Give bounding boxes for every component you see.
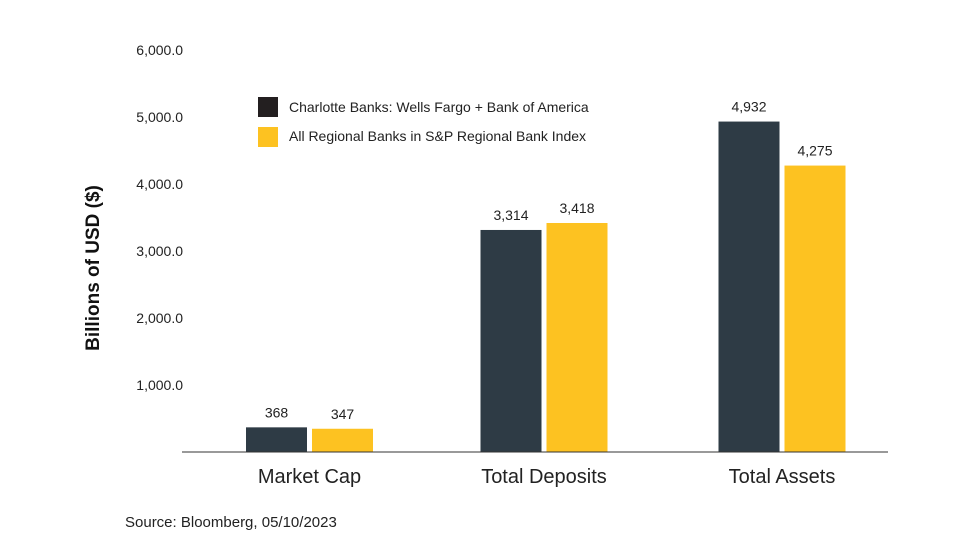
legend-label-charlotte: Charlotte Banks: Wells Fargo + Bank of A… bbox=[289, 99, 589, 115]
bar bbox=[312, 428, 373, 452]
data-label: 3,418 bbox=[559, 200, 594, 216]
legend-swatch-charlotte bbox=[258, 97, 278, 117]
y-tick-label: 5,000.0 bbox=[136, 109, 183, 125]
source-note: Source: Bloomberg, 05/10/2023 bbox=[125, 514, 337, 531]
y-tick-label: 2,000.0 bbox=[136, 310, 183, 326]
y-axis-label: Billions of USD ($) bbox=[83, 185, 104, 351]
y-axis-ticks: 1,000.0 2,000.0 3,000.0 4,000.0 5,000.0 6,000… bbox=[136, 42, 183, 393]
data-label: 4,932 bbox=[731, 99, 766, 115]
x-category-label: Market Cap bbox=[258, 466, 361, 488]
bar bbox=[546, 222, 608, 452]
legend-swatch-regional bbox=[258, 127, 278, 147]
data-label: 4,275 bbox=[797, 143, 832, 159]
y-tick-label: 3,000.0 bbox=[136, 243, 183, 259]
x-category-label: Total Assets bbox=[729, 466, 836, 488]
y-tick-label: 6,000.0 bbox=[136, 42, 183, 58]
x-category-label: Total Deposits bbox=[481, 466, 607, 488]
bar bbox=[480, 229, 542, 452]
data-label: 368 bbox=[265, 404, 289, 420]
legend-label-regional: All Regional Banks in S&P Regional Bank … bbox=[289, 128, 586, 144]
category-labels: Market Cap Total Deposits Total Assets bbox=[258, 466, 836, 488]
bar bbox=[246, 427, 307, 452]
bar bbox=[784, 165, 846, 452]
data-label: 3,314 bbox=[493, 207, 528, 223]
data-label: 347 bbox=[331, 406, 355, 422]
y-tick-label: 4,000.0 bbox=[136, 176, 183, 192]
bar bbox=[718, 121, 780, 452]
legend: Charlotte Banks: Wells Fargo + Bank of A… bbox=[258, 97, 589, 147]
y-tick-label: 1,000.0 bbox=[136, 377, 183, 393]
bars-group: 368 347 3,314 3,418 4,932 4,275 bbox=[246, 99, 846, 452]
